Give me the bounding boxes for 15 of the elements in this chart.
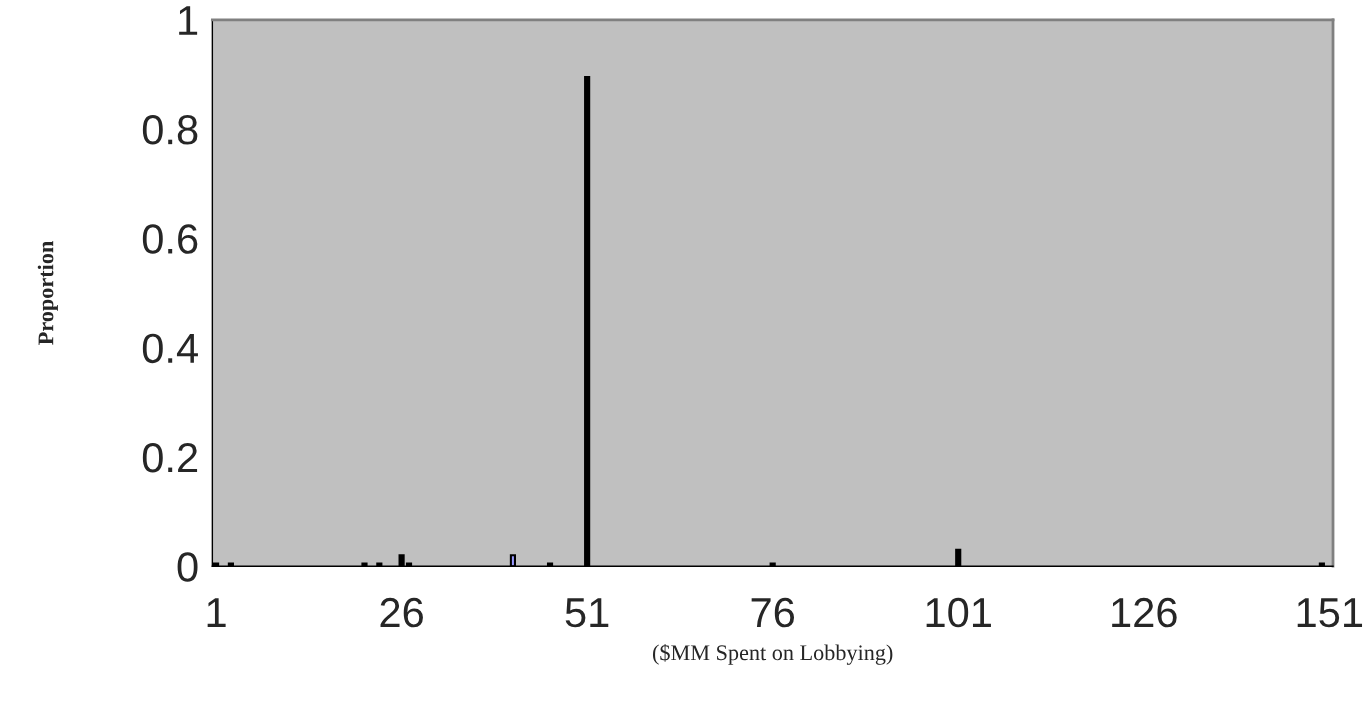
x-tick-label: 101 [926, 597, 991, 628]
y-tick-label: 0.8 [142, 115, 198, 145]
x-tick-label: 1 [207, 598, 226, 627]
y-axis-title: Proportion [37, 241, 58, 345]
x-tick-label: 151 [1297, 598, 1363, 628]
x-axis-title: ($MM Spent on Lobbying) [652, 643, 893, 665]
x-tick-label: 76 [751, 597, 795, 628]
y-tick-label: 0.2 [142, 442, 198, 473]
x-tick-label: 126 [1112, 597, 1177, 628]
x-tick-label: 26 [380, 597, 423, 628]
y-tick-label: 0.4 [142, 333, 198, 364]
y-tick-label: 1 [179, 6, 198, 35]
y-tick-label: 0 [177, 552, 198, 582]
y-tick-label: 0.6 [142, 224, 198, 254]
x-tick-label: 51 [565, 598, 609, 628]
